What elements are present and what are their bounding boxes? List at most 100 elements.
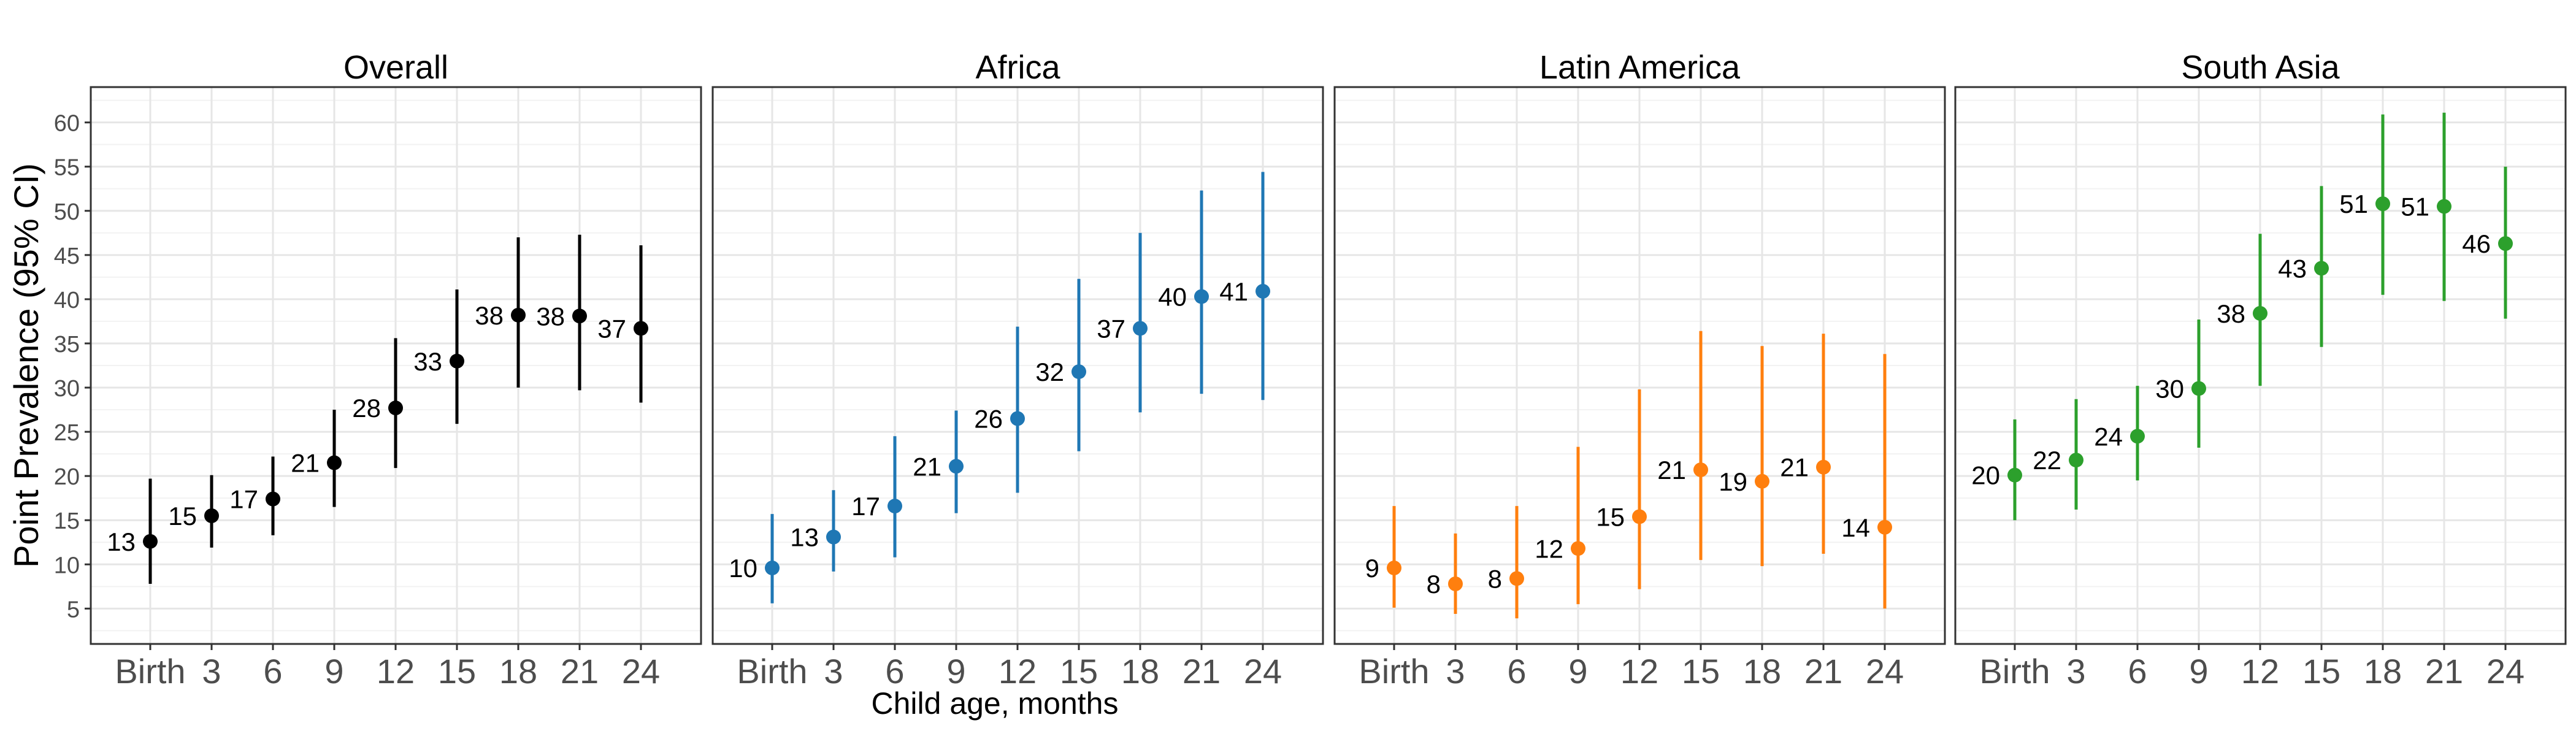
x-tick-label: 15 — [438, 652, 476, 691]
y-tick-label: 15 — [54, 508, 80, 534]
data-point — [1816, 459, 1831, 475]
x-tick-label: 9 — [2189, 652, 2208, 691]
x-tick-label: 21 — [2425, 652, 2463, 691]
x-tick-label: 12 — [999, 652, 1037, 691]
data-point — [2130, 429, 2145, 444]
data-point — [1448, 576, 1463, 591]
data-point — [1693, 462, 1708, 478]
data-point — [511, 307, 526, 323]
panel-1: 10 13 17 21 26 32 37 40 41 Africa Birth 3 6 9 12 15 18 21… — [711, 49, 1324, 691]
data-point — [2069, 453, 2083, 468]
y-tick-label: 40 — [54, 288, 80, 313]
data-point — [2437, 199, 2451, 214]
data-point — [887, 499, 902, 514]
panel-3: 20 22 24 30 38 43 51 51 46 South Asia Birth 3 6 9 12 15… — [1954, 49, 2567, 691]
x-tick-label: 15 — [1060, 652, 1098, 691]
point-value-label: 33 — [413, 347, 442, 376]
point-value-label: 17 — [229, 485, 258, 514]
x-tick-label: Birth — [737, 652, 807, 691]
point-value-label: 46 — [2462, 229, 2491, 258]
point-value-label: 43 — [2278, 254, 2307, 283]
data-point — [2191, 381, 2206, 396]
data-point — [1755, 473, 1769, 489]
point-value-label: 51 — [2339, 190, 2368, 218]
x-tick-label: 24 — [2486, 652, 2524, 691]
point-value-label: 41 — [1219, 277, 1248, 306]
point-value-label: 10 — [729, 554, 757, 583]
point-value-label: 8 — [1488, 564, 1502, 593]
x-tick-label: 18 — [2364, 652, 2402, 691]
point-value-label: 28 — [352, 394, 381, 423]
data-point — [388, 400, 403, 416]
data-point — [1509, 571, 1524, 586]
point-value-label: 38 — [475, 301, 504, 330]
point-value-label: 15 — [1596, 502, 1625, 531]
point-value-label: 15 — [168, 502, 197, 530]
y-tick-label: 35 — [54, 332, 80, 358]
x-tick-label: 24 — [1866, 652, 1904, 691]
data-point — [826, 529, 841, 545]
x-tick-label: 12 — [377, 652, 415, 691]
data-point — [450, 353, 464, 369]
point-value-label: 24 — [2094, 422, 2123, 451]
x-tick-label: 3 — [202, 652, 221, 691]
panel-title: Overall — [343, 49, 448, 86]
data-point — [2314, 261, 2329, 276]
x-tick-label: 3 — [2066, 652, 2085, 691]
data-point — [572, 308, 587, 324]
point-value-label: 21 — [1780, 453, 1809, 482]
y-tick-label: 20 — [54, 464, 80, 490]
point-value-label: 38 — [536, 302, 565, 331]
y-tick-label: 30 — [54, 376, 80, 402]
x-tick-label: 3 — [824, 652, 843, 691]
y-axis-title: Point Prevalence (95% CI) — [7, 163, 45, 568]
point-value-label: 17 — [851, 492, 880, 521]
data-point — [765, 561, 780, 576]
y-tick-label: 5 — [67, 597, 80, 622]
x-tick-label: 18 — [499, 652, 537, 691]
data-point — [1010, 411, 1025, 426]
x-tick-label: Birth — [1979, 652, 2050, 691]
point-value-label: 21 — [1657, 456, 1686, 484]
x-tick-label: 24 — [622, 652, 660, 691]
x-tick-label: 18 — [1743, 652, 1781, 691]
x-tick-label: 12 — [2241, 652, 2279, 691]
y-tick-label: 55 — [54, 155, 80, 181]
data-point — [1071, 364, 1086, 380]
x-tick-label: 9 — [1568, 652, 1587, 691]
data-point — [1255, 283, 1270, 299]
y-tick-label: 60 — [54, 111, 80, 137]
data-point — [327, 455, 342, 470]
x-tick-label: 6 — [1507, 652, 1526, 691]
point-value-label: 13 — [107, 527, 136, 556]
point-value-label: 22 — [2033, 446, 2061, 475]
data-point — [1194, 289, 1209, 304]
point-value-label: 32 — [1035, 358, 1064, 386]
x-tick-label: 12 — [1620, 652, 1658, 691]
point-value-label: 21 — [913, 452, 941, 481]
data-point — [1877, 519, 1892, 535]
panel-title: Latin America — [1539, 49, 1741, 86]
panel-title: Africa — [975, 49, 1060, 86]
y-tick-label: 10 — [54, 553, 80, 578]
x-tick-label: 15 — [1682, 652, 1720, 691]
panel-0: 13 15 17 21 28 33 38 38 37 Overall Birth 3 6 9 12 15 18 2… — [90, 49, 702, 691]
data-point — [634, 321, 648, 336]
x-tick-label: Birth — [115, 652, 185, 691]
point-value-label: 51 — [2401, 193, 2429, 221]
x-tick-label: 18 — [1121, 652, 1159, 691]
point-value-label: 9 — [1365, 554, 1379, 583]
point-value-label: 30 — [2155, 374, 2184, 403]
x-tick-label: 21 — [1183, 652, 1221, 691]
y-tick-label: 50 — [54, 199, 80, 225]
point-value-label: 14 — [1841, 513, 1870, 542]
data-point — [143, 534, 158, 549]
panel-title: South Asia — [2181, 49, 2340, 86]
point-value-label: 40 — [1158, 283, 1187, 312]
panel-2: 9 8 8 12 15 21 19 21 14 Latin America Birth 3 6 9 12 15… — [1333, 49, 1946, 691]
x-tick-label: 3 — [1446, 652, 1465, 691]
x-axis-title: Child age, months — [871, 686, 1118, 721]
point-value-label: 37 — [597, 314, 626, 343]
point-value-label: 12 — [1535, 534, 1563, 563]
